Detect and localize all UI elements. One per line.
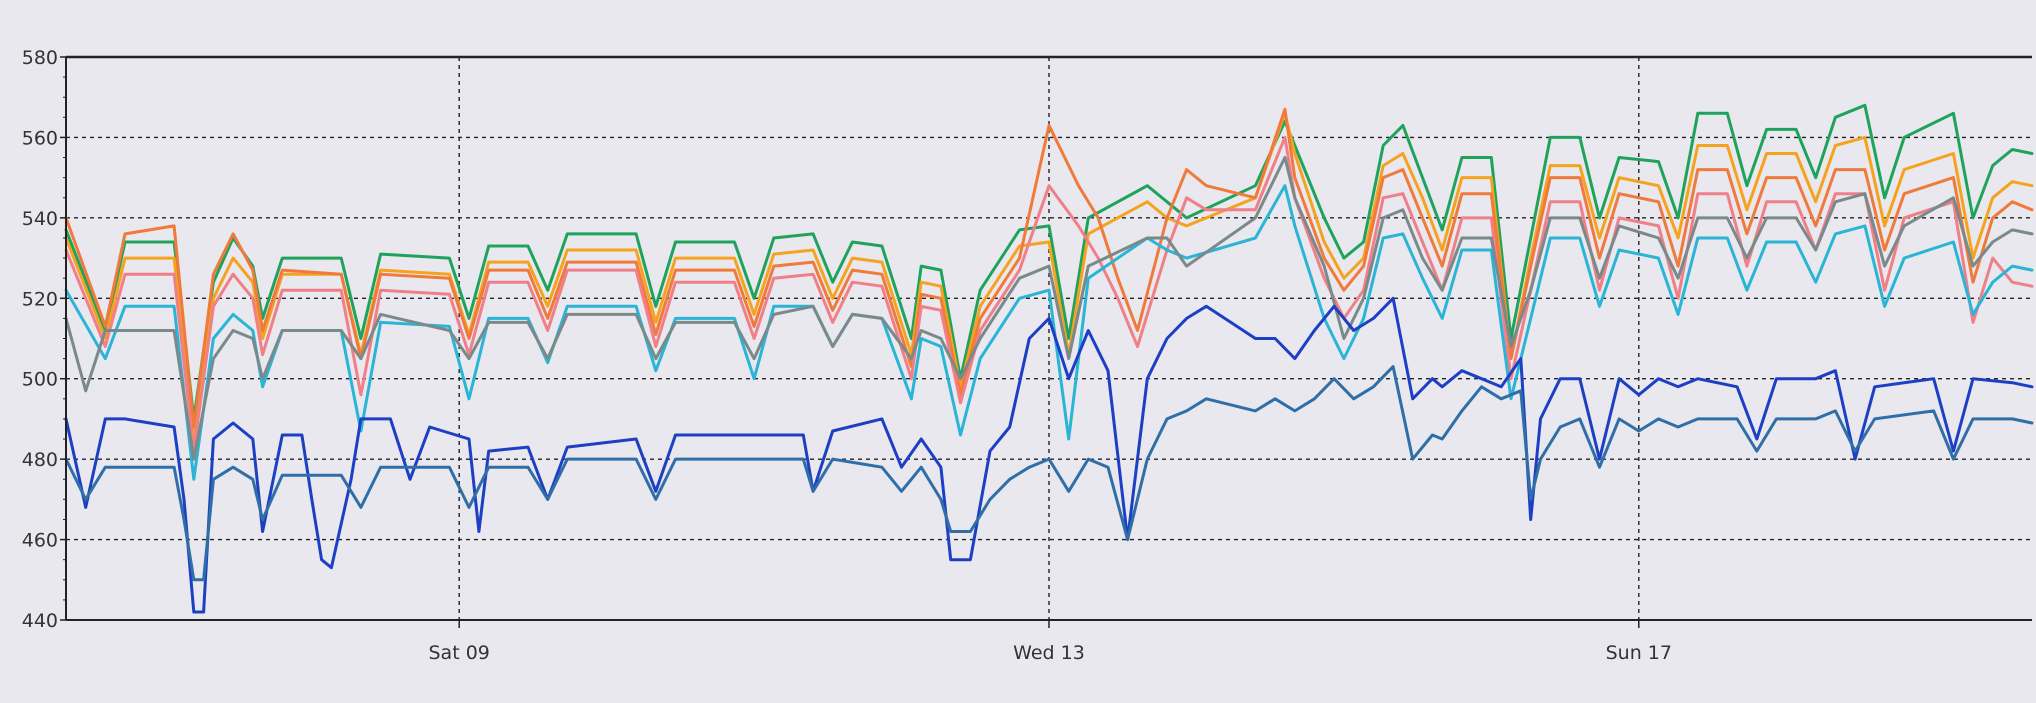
series-line-7 (64, 365, 2034, 582)
y-tick-label: 520 (22, 288, 58, 310)
label-layer: 440 460 480 500 520 540 560 580 Sat 09 Wed 13 Sun … (22, 47, 1672, 664)
series-layer (64, 103, 2034, 614)
series-line-1 (64, 111, 2034, 441)
y-tick-label: 580 (22, 47, 58, 69)
y-tick-label: 540 (22, 208, 58, 230)
series-line-3 (64, 135, 2034, 453)
y-tick-label: 440 (22, 610, 58, 632)
y-tick-label: 560 (22, 127, 58, 149)
series-line-6 (64, 296, 2034, 614)
x-tick-label: Sat 09 (429, 642, 490, 664)
grid-layer (66, 57, 2032, 620)
series-line-2 (64, 107, 2034, 429)
y-tick-label: 460 (22, 530, 58, 552)
y-tick-label: 500 (22, 369, 58, 391)
y-tick-label: 480 (22, 449, 58, 471)
series-line-5 (64, 156, 2034, 461)
x-tick-label: Wed 13 (1013, 642, 1085, 664)
series-line-0 (64, 103, 2034, 421)
series-line-4 (64, 184, 2034, 481)
axis-layer (60, 55, 2032, 628)
x-tick-label: Sun 17 (1606, 642, 1672, 664)
